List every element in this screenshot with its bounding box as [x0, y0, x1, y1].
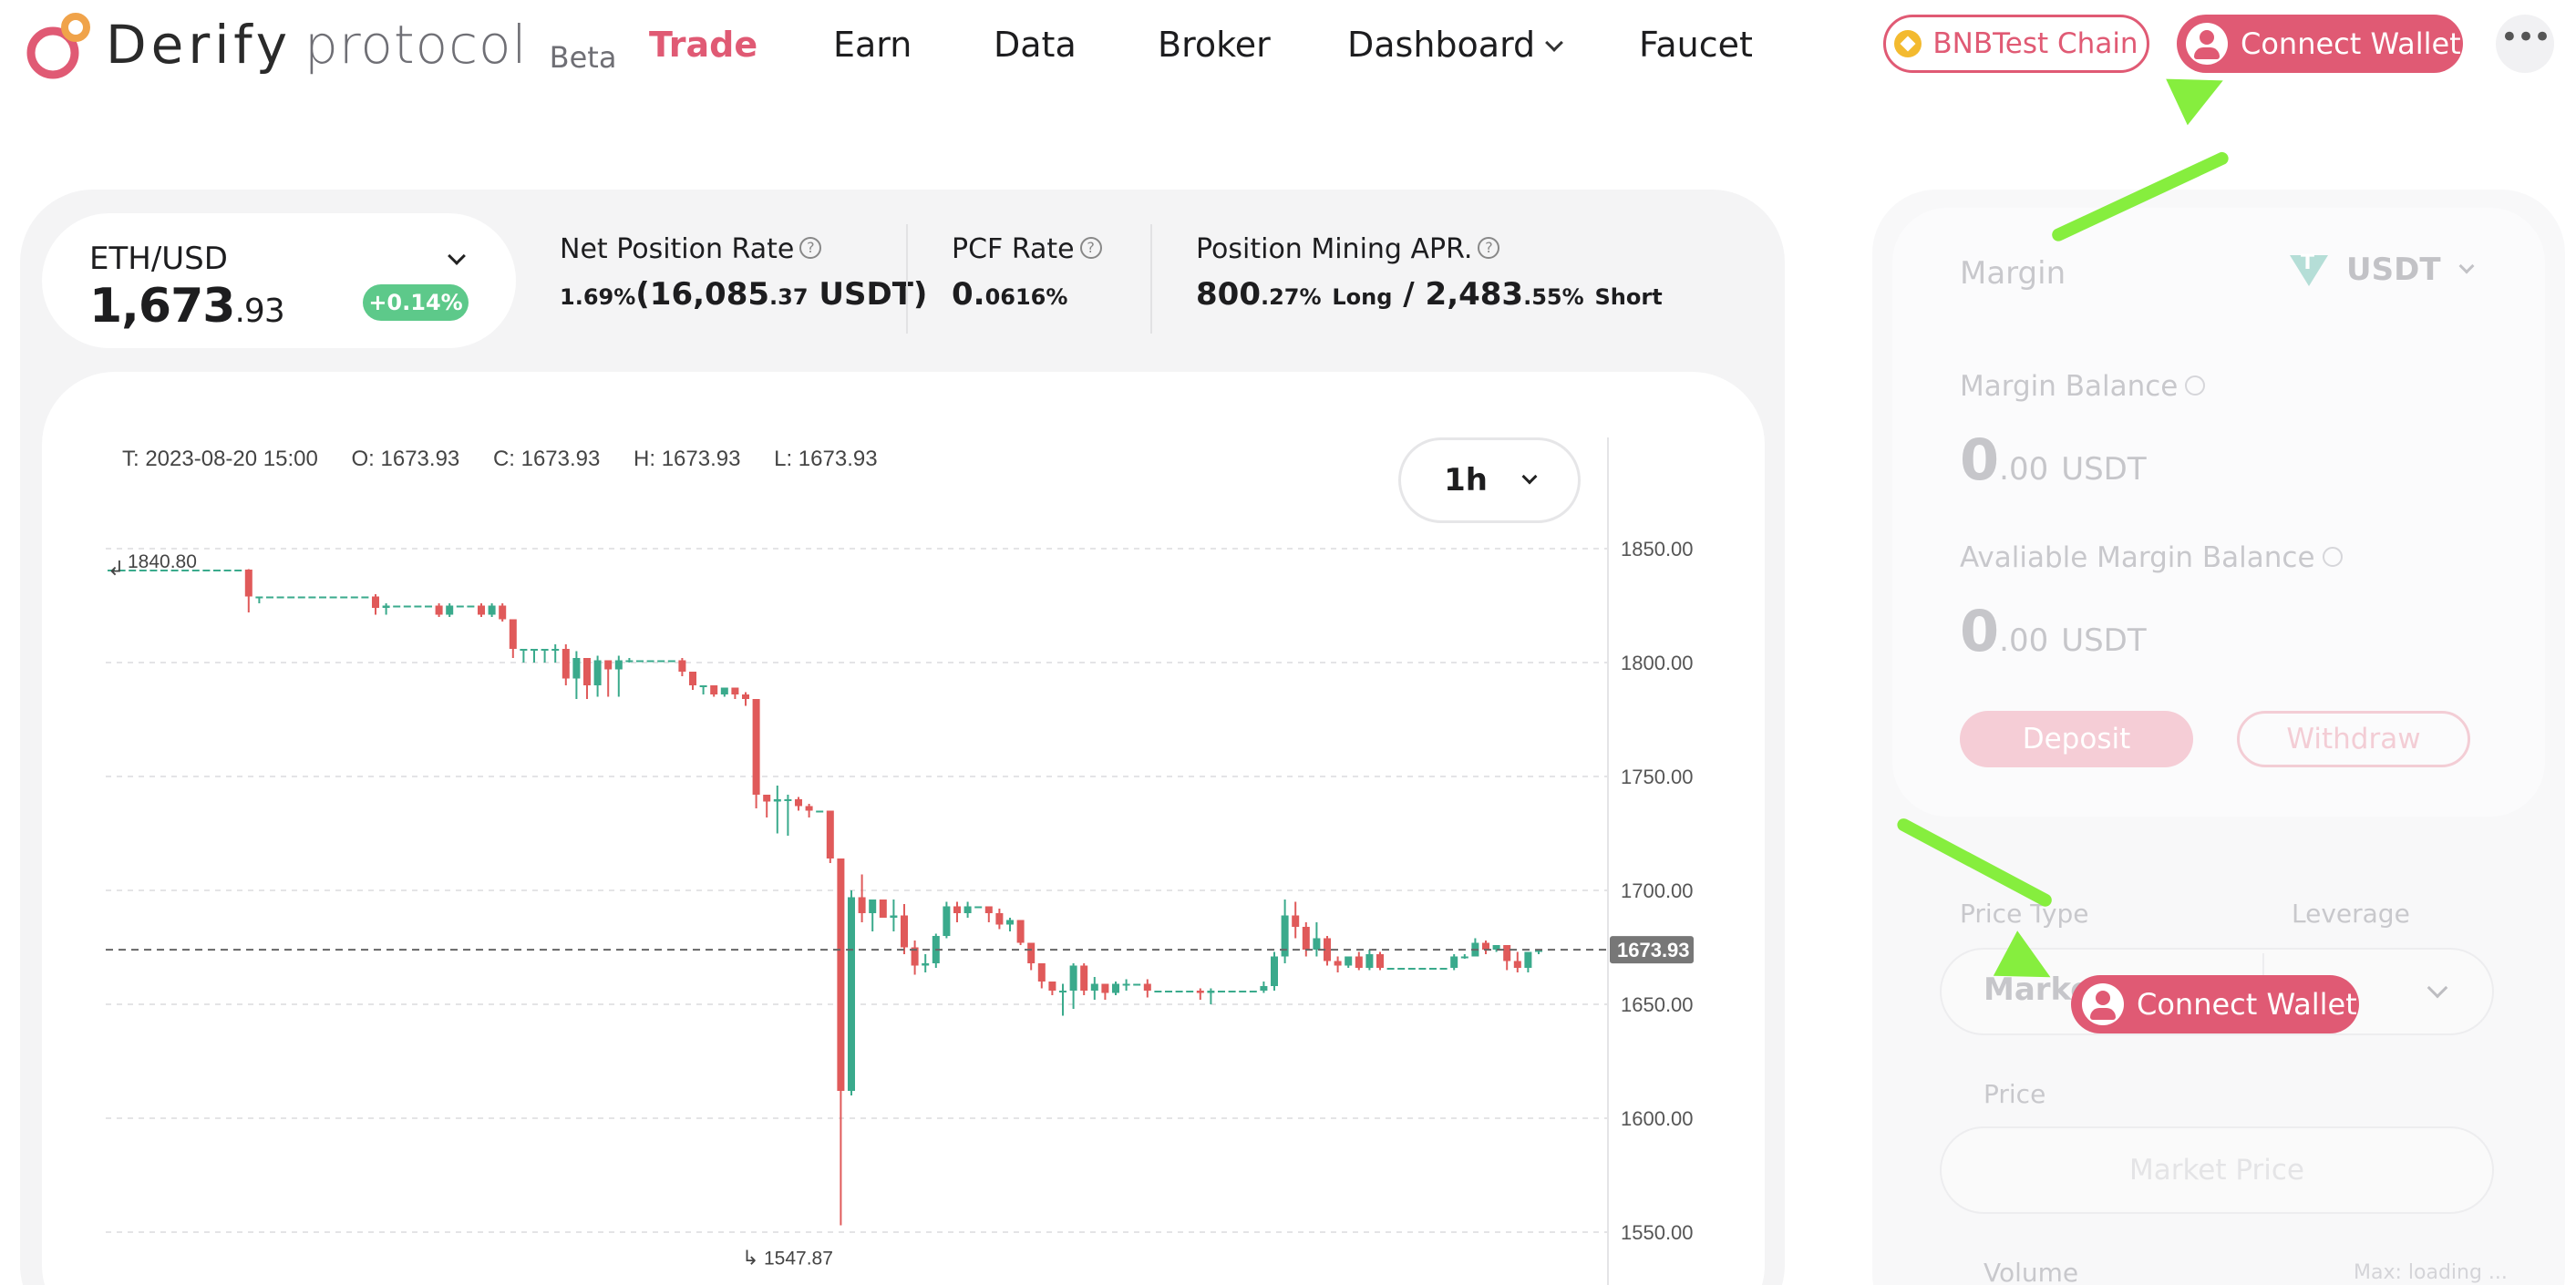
net-position-rate-label: Net Position Rate [560, 233, 795, 265]
available-margin-unit: USDT [2061, 622, 2147, 659]
net-position-rate-unit: USDT) [819, 276, 928, 313]
pair-price-decimals: .93 [234, 293, 284, 330]
net-position-rate-amount: (16,085 [635, 276, 770, 313]
position-mining-apr: Position Mining APR.? 800.27% Long / 2,4… [1196, 233, 1663, 313]
pair-selector[interactable]: ETH/USD 1,673.93 +0.14% [42, 213, 516, 348]
top-header: Derify protocol Beta Trade Earn Data Bro… [0, 0, 2576, 91]
ohlc-time: T: 2023-08-20 15:00 [122, 447, 318, 471]
max-volume-loading: Max: loading ... [2354, 1261, 2508, 1284]
mining-apr-short-word: Short [1594, 284, 1663, 310]
ellipsis-icon[interactable]: ••• [2496, 15, 2554, 73]
nav-earn[interactable]: Earn [833, 25, 912, 65]
logo-wordmark: Derify [106, 14, 293, 76]
bnb-chain-icon [1894, 30, 1922, 57]
pair-price: 1,673.93 [89, 279, 285, 334]
chain-selector-button[interactable]: BNBTest Chain [1883, 15, 2149, 73]
help-icon[interactable]: ? [1478, 236, 1500, 259]
pair-price-main: 1,673 [89, 279, 235, 334]
withdraw-button[interactable]: Withdraw [2237, 711, 2470, 767]
chevron-down-icon [1545, 34, 1564, 52]
timeframe-selector[interactable]: 1h [1398, 437, 1581, 523]
available-margin-decimals: .00 [1999, 622, 2049, 659]
price-label: Price [1984, 1079, 2046, 1109]
connect-wallet-button[interactable]: Connect Wallet [2177, 15, 2463, 73]
help-icon[interactable]: ? [1079, 236, 1102, 259]
connect-wallet-overlay-button[interactable]: Connect Wallet [2071, 975, 2359, 1033]
help-icon[interactable] [2185, 375, 2206, 396]
stat-divider [1150, 224, 1152, 334]
nav-trade[interactable]: Trade [649, 25, 758, 65]
derify-logo-icon [26, 11, 93, 80]
net-position-rate-decimals: .37 [769, 284, 809, 310]
mining-apr-long-word: Long [1332, 284, 1393, 310]
margin-balance-decimals: .00 [1999, 451, 2049, 488]
chain-label: BNBTest Chain [1932, 27, 2138, 60]
ohlc-readout: T: 2023-08-20 15:00 O: 1673.93 C: 1673.9… [122, 447, 905, 472]
net-position-rate-pct: 1.69% [560, 284, 636, 310]
margin-balance-label-text: Margin Balance [1960, 370, 2179, 403]
pcf-rate-main: 0. [952, 276, 985, 313]
mining-apr-long-main: 800 [1196, 276, 1261, 313]
pcf-rate-decimals: 0616% [984, 284, 1068, 310]
mining-apr-sep: / [1403, 276, 1415, 313]
help-icon[interactable]: ? [799, 236, 822, 259]
nav-broker[interactable]: Broker [1158, 25, 1271, 65]
tether-icon [2290, 252, 2328, 288]
mining-apr-label: Position Mining APR. [1196, 233, 1473, 265]
ohlc-high: H: 1673.93 [634, 447, 741, 471]
deposit-button[interactable]: Deposit [1960, 711, 2193, 767]
logo-wordmark-protocol: protocol [304, 14, 528, 76]
margin-balance-unit: USDT [2061, 451, 2147, 488]
pcf-rate-label: PCF Rate [952, 233, 1075, 265]
margin-balance-main: 0 [1960, 427, 2000, 493]
pair-name: ETH/USD [89, 241, 228, 277]
nav-dashboard[interactable]: Dashboard [1347, 20, 1564, 69]
available-margin-label: Avaliable Margin Balance [1960, 541, 2343, 574]
mining-apr-short-decimals: .55% [1523, 284, 1584, 310]
chart-card [42, 372, 1765, 1285]
brand-logo[interactable]: Derify protocol Beta [26, 9, 616, 80]
help-icon[interactable] [2322, 546, 2343, 567]
beta-badge: Beta [549, 40, 617, 75]
price-input[interactable]: Market Price [1940, 1126, 2494, 1214]
leverage-label: Leverage [2292, 899, 2410, 929]
stat-divider [906, 224, 908, 334]
available-margin-value: 0.00 USDT [1960, 598, 2147, 664]
pcf-rate: PCF Rate? 0.0616% [952, 233, 1102, 313]
price-change-badge: +0.14% [363, 284, 469, 321]
ohlc-open: O: 1673.93 [351, 447, 460, 471]
margin-label: Margin [1960, 255, 2066, 292]
ohlc-close: C: 1673.93 [492, 447, 601, 471]
nav-dashboard-label: Dashboard [1347, 25, 1536, 65]
net-position-rate: Net Position Rate? 1.69%(16,085.37 USDT) [560, 233, 927, 313]
available-margin-main: 0 [1960, 598, 2000, 664]
volume-label: Volume [1984, 1258, 2079, 1285]
ohlc-low: L: 1673.93 [774, 447, 878, 471]
chevron-down-icon [2458, 258, 2475, 274]
connect-wallet-overlay-label: Connect Wallet [2137, 987, 2357, 1022]
timeframe-label: 1h [1444, 462, 1488, 499]
mining-apr-short-main: 2,483 [1425, 276, 1524, 313]
available-margin-label-text: Avaliable Margin Balance [1960, 541, 2315, 574]
margin-token-label: USDT [2346, 252, 2441, 288]
margin-balance-value: 0.00 USDT [1960, 427, 2147, 493]
mining-apr-long-decimals: .27% [1260, 284, 1322, 310]
chevron-down-icon [1521, 468, 1538, 485]
user-avatar-icon [2186, 23, 2228, 65]
price-type-label: Price Type [1960, 899, 2089, 929]
nav-faucet[interactable]: Faucet [1639, 25, 1753, 65]
chevron-down-icon [448, 247, 466, 265]
margin-token-selector[interactable]: USDT [2290, 252, 2475, 288]
nav-data[interactable]: Data [994, 25, 1077, 65]
connect-wallet-label: Connect Wallet [2241, 26, 2461, 61]
user-avatar-icon [2082, 983, 2124, 1025]
margin-balance-label: Margin Balance [1960, 370, 2206, 403]
